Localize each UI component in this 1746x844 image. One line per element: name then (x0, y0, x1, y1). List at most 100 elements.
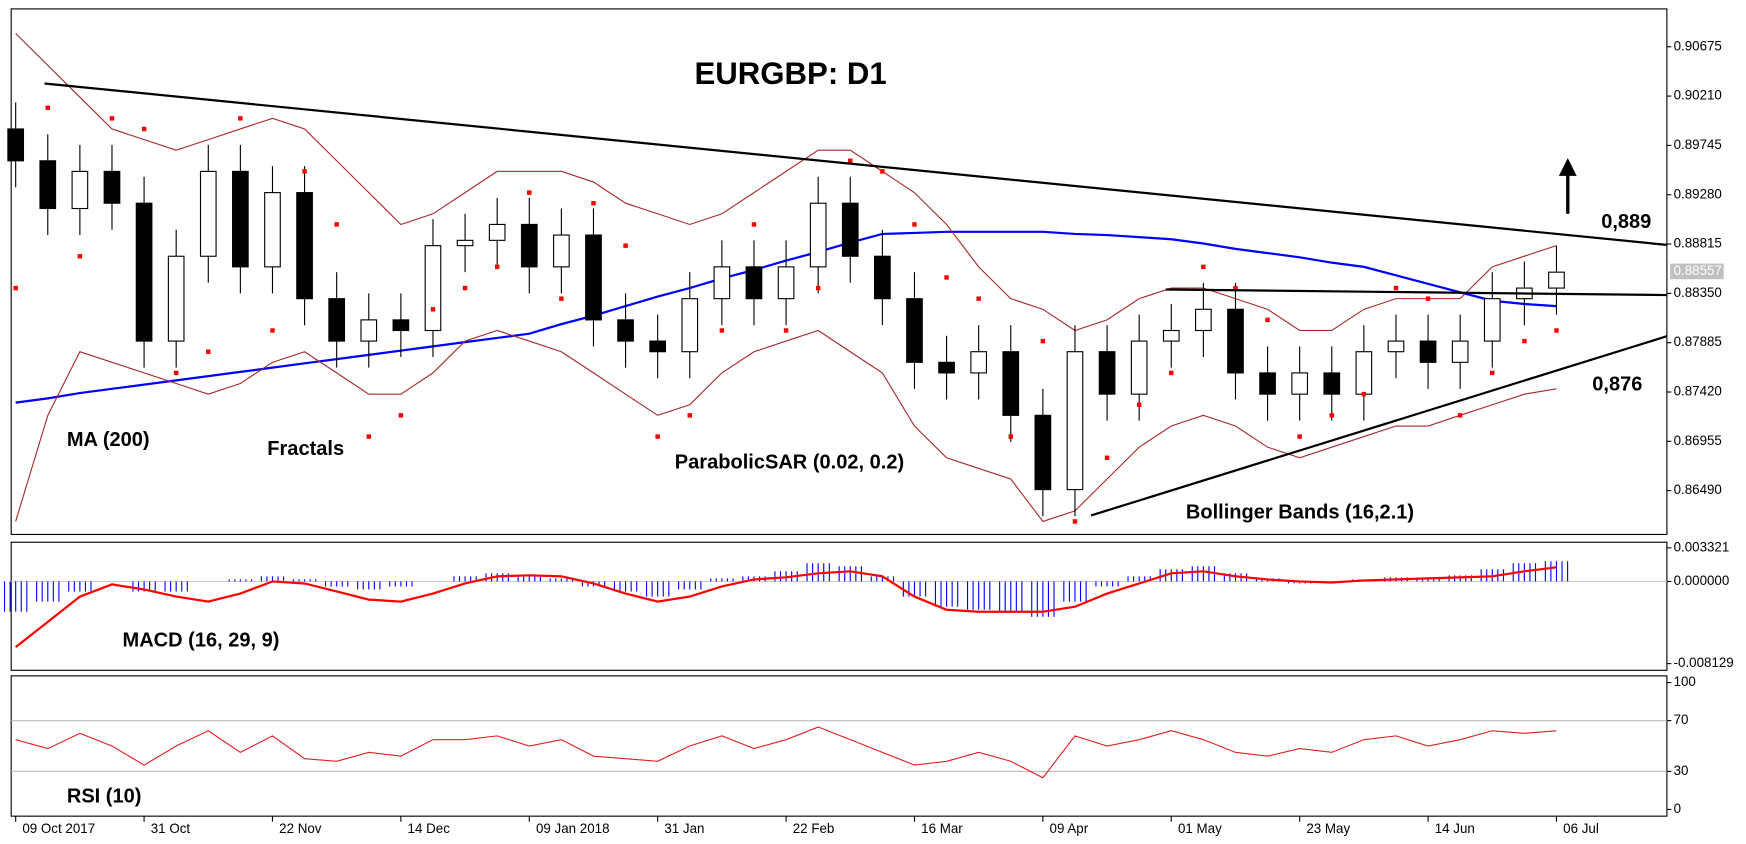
sar-dot (976, 296, 981, 301)
sar-dot (1522, 338, 1527, 344)
candle-body (713, 266, 731, 300)
macd-signal (14, 566, 1557, 649)
candle-body (1291, 372, 1309, 395)
sar-dot (270, 328, 275, 333)
main-frame (10, 8, 1668, 536)
sar-dot (559, 296, 564, 301)
candle-body (1387, 340, 1405, 353)
candle-body (906, 298, 923, 363)
sar-dot (1008, 434, 1014, 439)
y-tick-label: 0.003321 (1674, 539, 1730, 554)
macd-frame (10, 541, 1668, 671)
candle-body (71, 170, 89, 210)
candle-body (809, 202, 827, 268)
x-tick-label: 23 May (1306, 821, 1350, 836)
candle-body (874, 255, 891, 300)
sar-dot (751, 222, 757, 227)
candle-body (103, 170, 121, 204)
x-tick-label: 01 May (1178, 821, 1222, 836)
sar-dot (1201, 264, 1206, 270)
sar-dot (719, 328, 725, 333)
candle-body (232, 170, 249, 268)
y-tick-label: 30 (1674, 763, 1689, 778)
sar-dot (1169, 370, 1174, 376)
sar-dot (1136, 402, 1142, 407)
sar-dot (912, 222, 917, 227)
candle-body (7, 128, 25, 162)
sar-dot (141, 126, 147, 132)
candle-body (392, 319, 410, 332)
x-tick-label: 09 Apr (1050, 821, 1089, 836)
sar-dot (848, 158, 853, 164)
candle-body (1130, 340, 1148, 395)
candle-body (1162, 329, 1180, 342)
trend-line (1165, 288, 1667, 297)
rsi-line (15, 726, 1557, 779)
candle-body (841, 202, 859, 257)
bollinger-label: Bollinger Bands (16,2.1) (1186, 502, 1414, 524)
candle-body (1195, 308, 1212, 332)
y-tick-label: 0.89280 (1674, 186, 1722, 201)
up-arrow-head (1558, 158, 1577, 176)
sar-dot (45, 105, 51, 110)
candle-body (1419, 340, 1437, 363)
candle-body (328, 298, 346, 342)
candle-body (777, 266, 795, 300)
candle-body (1227, 308, 1244, 374)
sar-dot (238, 116, 243, 121)
candle-body (1483, 298, 1501, 342)
sar-dot (398, 413, 404, 418)
y-tick-label: 0.87885 (1674, 334, 1722, 349)
candle-body (970, 351, 988, 374)
sar-dot (1554, 328, 1559, 333)
support-label: 0,876 (1592, 374, 1642, 396)
candle-body (1034, 414, 1052, 491)
sar-dot (591, 200, 596, 206)
candle-body (745, 266, 763, 300)
last-price-label: 0.88557 (1674, 263, 1722, 278)
fractals-label: Fractals (267, 438, 344, 460)
trend-line (44, 82, 1668, 247)
sar-dot (623, 243, 628, 248)
sar-dot (1297, 434, 1302, 439)
x-tick-label: 22 Feb (793, 821, 835, 836)
rsi-label: RSI (10) (67, 786, 142, 808)
y-tick-label: 0 (1674, 801, 1681, 816)
bollinger-upper (15, 33, 1557, 332)
candle-body (520, 223, 538, 268)
candle-body (135, 202, 153, 342)
x-tick-label: 31 Oct (151, 821, 191, 836)
rsi-frame (10, 675, 1668, 817)
candle-body (649, 340, 667, 353)
y-tick-label: 0.87420 (1674, 384, 1722, 399)
resistance-label: 0,889 (1601, 211, 1651, 233)
x-tick-label: 31 Jan (664, 821, 704, 836)
candle-body (1548, 271, 1565, 289)
candle-body (167, 255, 185, 342)
sar-dot (430, 307, 436, 312)
candle-body (1355, 351, 1373, 395)
candle-body (1259, 372, 1276, 395)
sar-dot (815, 285, 821, 291)
x-tick-label: 16 Mar (921, 821, 963, 836)
sar-dot (1040, 338, 1046, 344)
chart-title: EURGBP: D1 (695, 56, 887, 91)
sar-dot (302, 169, 307, 174)
x-tick-label: 14 Jun (1435, 821, 1475, 836)
sar-label: ParabolicSAR (0.02, 0.2) (675, 451, 904, 473)
sar-dot (77, 254, 83, 259)
sar-dot (1265, 317, 1270, 323)
y-tick-label: 100 (1674, 674, 1696, 689)
y-tick-label: 0.86955 (1674, 433, 1722, 448)
candle-body (938, 361, 955, 374)
y-tick-label: 0.90210 (1674, 88, 1722, 103)
candle-body (296, 192, 313, 300)
candle-body (553, 234, 570, 268)
y-tick-label: 0.000000 (1674, 573, 1730, 588)
x-tick-label: 14 Dec (408, 821, 451, 836)
sar-dot (783, 328, 789, 333)
candle-body (585, 234, 602, 321)
